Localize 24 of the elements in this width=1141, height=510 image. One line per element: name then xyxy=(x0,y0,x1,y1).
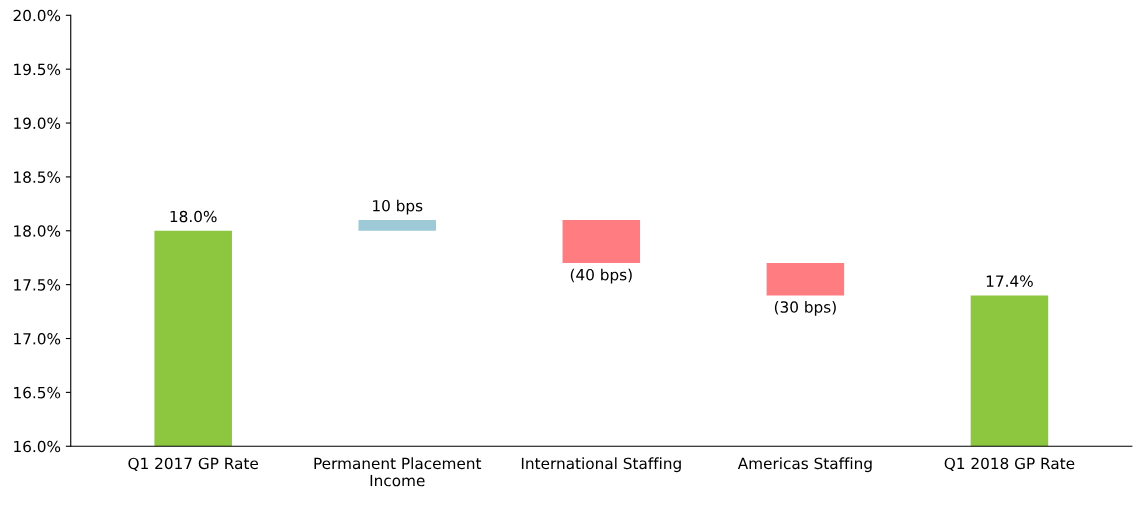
y-tick-label: 20.0% xyxy=(13,9,61,22)
y-tick-label: 18.0% xyxy=(14,225,61,237)
y-tick-label: 16.5% xyxy=(14,386,61,399)
y-tick-label: 19.0% xyxy=(14,117,61,130)
annotation: 17.4% xyxy=(986,275,1033,287)
x-tick-label: Q1 2018 GP Rate xyxy=(944,457,1075,471)
bar xyxy=(562,220,641,264)
annotation: (40 bps) xyxy=(570,268,632,284)
annotation: (30 bps) xyxy=(774,300,836,316)
bar xyxy=(154,230,232,447)
y-tick-label: 16.0% xyxy=(14,440,61,453)
y-tick-label: 19.5% xyxy=(14,63,61,76)
y-tick-label: 17.0% xyxy=(14,332,61,345)
x-tick-label: Americas Staffing xyxy=(737,457,872,473)
bar xyxy=(766,263,845,296)
y-tick-label: 18.5% xyxy=(14,171,61,183)
bar xyxy=(970,295,1049,447)
annotation: 18.0% xyxy=(170,210,217,223)
y-tick-label: 17.5% xyxy=(14,279,61,291)
bar xyxy=(358,220,437,231)
annotation: 10 bps xyxy=(373,199,423,215)
x-tick-label: Q1 2017 GP Rate xyxy=(128,457,258,471)
x-tick-label: International Staffing xyxy=(521,457,681,473)
x-tick-label: Permanent Placement Income xyxy=(314,457,482,487)
